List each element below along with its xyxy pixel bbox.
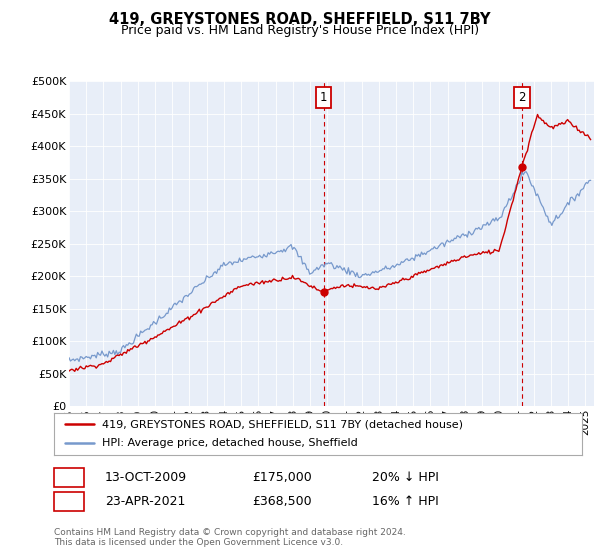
Text: Price paid vs. HM Land Registry's House Price Index (HPI): Price paid vs. HM Land Registry's House … — [121, 24, 479, 37]
Text: 419, GREYSTONES ROAD, SHEFFIELD, S11 7BY (detached house): 419, GREYSTONES ROAD, SHEFFIELD, S11 7BY… — [101, 419, 463, 430]
Text: 1: 1 — [320, 91, 328, 104]
Text: 1: 1 — [65, 470, 73, 484]
Text: 23-APR-2021: 23-APR-2021 — [105, 494, 185, 508]
Text: Contains HM Land Registry data © Crown copyright and database right 2024.
This d: Contains HM Land Registry data © Crown c… — [54, 528, 406, 547]
Text: 2: 2 — [65, 494, 73, 508]
Text: 13-OCT-2009: 13-OCT-2009 — [105, 470, 187, 484]
Text: £368,500: £368,500 — [252, 494, 311, 508]
Text: 2: 2 — [518, 91, 526, 104]
Text: £175,000: £175,000 — [252, 470, 312, 484]
Text: 16% ↑ HPI: 16% ↑ HPI — [372, 494, 439, 508]
Text: HPI: Average price, detached house, Sheffield: HPI: Average price, detached house, Shef… — [101, 438, 357, 449]
Text: 419, GREYSTONES ROAD, SHEFFIELD, S11 7BY: 419, GREYSTONES ROAD, SHEFFIELD, S11 7BY — [109, 12, 491, 27]
Text: 20% ↓ HPI: 20% ↓ HPI — [372, 470, 439, 484]
